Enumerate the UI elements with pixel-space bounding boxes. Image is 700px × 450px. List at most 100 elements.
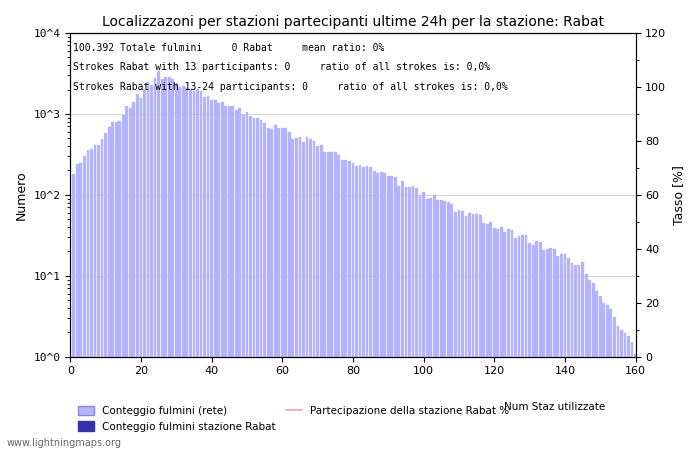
Bar [560, 253, 563, 450]
Bar [521, 235, 524, 450]
Bar [239, 108, 241, 450]
Bar [249, 116, 252, 450]
Bar [482, 223, 485, 450]
Bar [306, 137, 309, 450]
Bar [525, 235, 528, 450]
Bar [542, 250, 545, 450]
Bar [150, 85, 153, 450]
Bar [136, 94, 139, 450]
Bar [465, 216, 468, 450]
Bar [429, 198, 432, 450]
Bar [132, 102, 135, 450]
Bar [143, 89, 146, 450]
Bar [72, 174, 75, 450]
Bar [451, 204, 454, 450]
Bar [104, 132, 107, 450]
Bar [129, 108, 132, 450]
Bar [617, 326, 620, 450]
Bar [377, 173, 379, 450]
Bar [606, 305, 609, 450]
Bar [186, 88, 188, 450]
Bar [489, 222, 492, 450]
Bar [199, 91, 202, 450]
Bar [309, 139, 312, 450]
Text: 100.392 Totale fulmini     0 Rabat     mean ratio: 0%: 100.392 Totale fulmini 0 Rabat mean rati… [73, 43, 384, 53]
Bar [362, 166, 365, 450]
Bar [369, 167, 372, 450]
Bar [327, 152, 330, 450]
Bar [398, 186, 400, 450]
Bar [443, 201, 446, 450]
Bar [408, 187, 411, 450]
Bar [189, 89, 192, 450]
Bar [592, 283, 594, 450]
Bar [246, 112, 248, 450]
Bar [468, 213, 471, 450]
Bar [433, 195, 435, 450]
Bar [440, 200, 442, 450]
Bar [384, 173, 386, 450]
Bar [588, 280, 591, 450]
Bar [320, 144, 323, 450]
Bar [161, 79, 164, 450]
Bar [426, 198, 428, 450]
Bar [401, 180, 404, 450]
Bar [80, 162, 83, 450]
Bar [394, 177, 397, 450]
Bar [178, 86, 181, 450]
Bar [175, 83, 178, 450]
Bar [514, 238, 517, 450]
Title: Localizzazoni per stazioni partecipanti ultime 24h per la stazione: Rabat: Localizzazoni per stazioni partecipanti … [102, 15, 604, 29]
Text: Num Staz utilizzate: Num Staz utilizzate [504, 402, 606, 412]
Bar [581, 262, 584, 450]
Bar [620, 330, 623, 450]
Bar [461, 211, 464, 450]
Bar [164, 77, 167, 450]
Bar [139, 98, 142, 450]
Bar [83, 156, 86, 450]
Text: www.lightningmaps.org: www.lightningmaps.org [7, 438, 122, 448]
Bar [337, 155, 340, 450]
Text: Strokes Rabat with 13 participants: 0     ratio of all strokes is: 0,0%: Strokes Rabat with 13 participants: 0 ra… [73, 62, 490, 72]
Bar [87, 150, 90, 450]
Bar [539, 242, 542, 450]
Bar [348, 162, 351, 450]
Bar [263, 123, 266, 450]
Bar [610, 309, 612, 450]
Bar [528, 243, 531, 450]
Bar [493, 228, 496, 450]
Bar [486, 224, 489, 450]
Bar [372, 171, 376, 450]
Bar [355, 166, 358, 450]
Bar [556, 256, 559, 450]
Bar [115, 122, 118, 450]
Bar [627, 336, 630, 450]
Text: Strokes Rabat with 13-24 participants: 0     ratio of all strokes is: 0,0%: Strokes Rabat with 13-24 participants: 0… [73, 81, 508, 91]
Bar [76, 164, 79, 450]
Bar [412, 186, 414, 450]
Bar [111, 122, 114, 450]
Bar [172, 80, 174, 450]
Bar [475, 214, 478, 450]
Bar [146, 82, 149, 450]
Bar [510, 230, 513, 450]
Bar [553, 249, 556, 450]
Bar [206, 96, 209, 450]
Bar [224, 106, 228, 450]
Bar [500, 227, 503, 450]
Bar [454, 212, 457, 450]
Bar [182, 86, 185, 450]
Bar [330, 153, 333, 450]
Bar [496, 229, 499, 450]
Bar [458, 210, 461, 450]
Bar [270, 129, 273, 450]
Bar [217, 103, 220, 450]
Bar [232, 106, 235, 450]
Bar [613, 317, 616, 450]
Bar [210, 100, 213, 450]
Bar [634, 354, 637, 450]
Bar [323, 152, 326, 450]
Bar [631, 342, 634, 450]
Bar [507, 229, 510, 450]
Bar [584, 274, 587, 450]
